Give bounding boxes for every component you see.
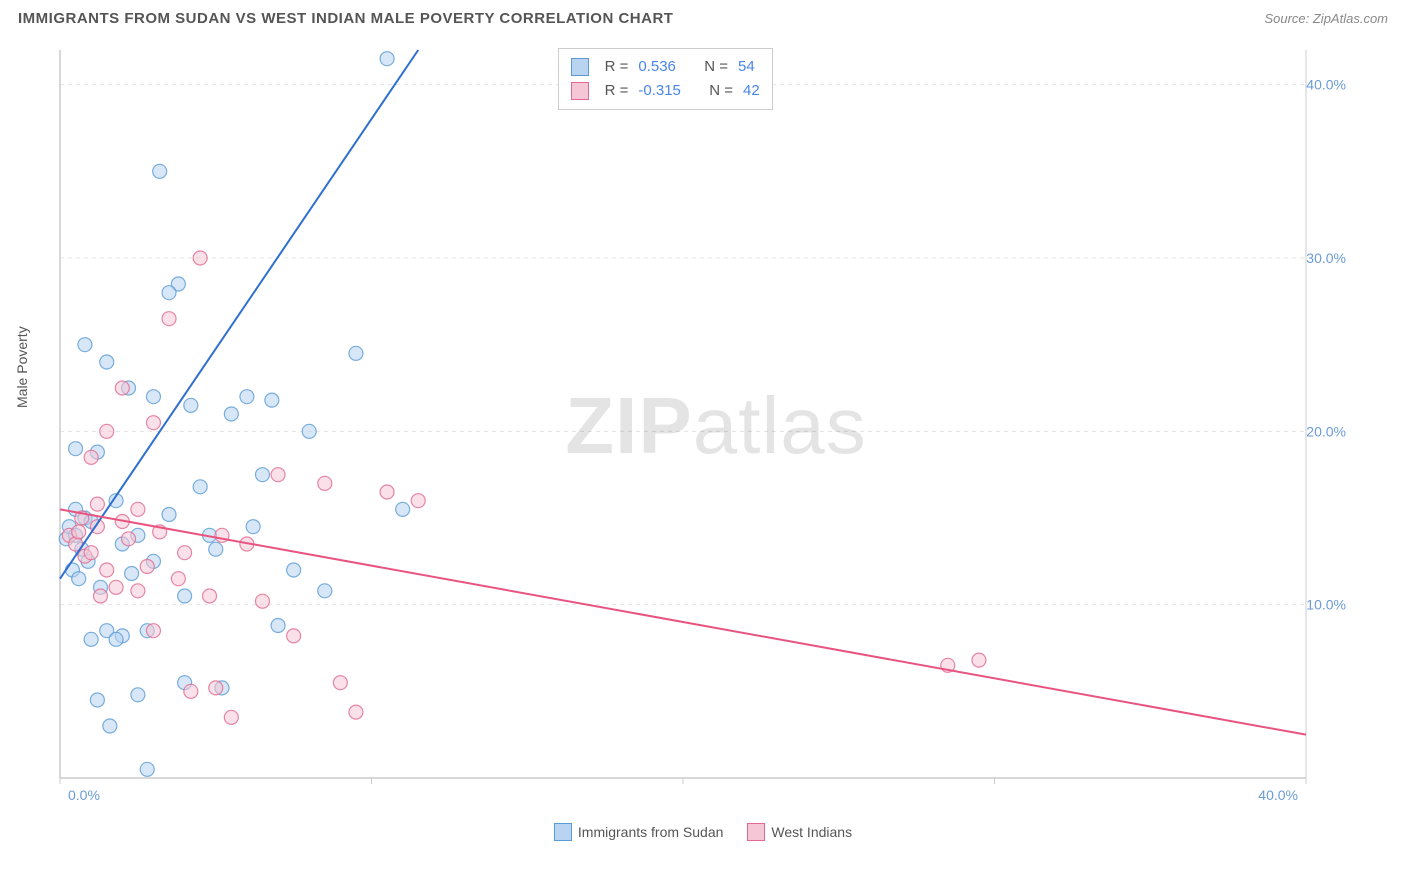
plot-area: 10.0%20.0%30.0%40.0%0.0%40.0% ZIPatlas R… — [56, 46, 1376, 806]
legend-swatch — [571, 82, 589, 100]
svg-text:20.0%: 20.0% — [1306, 423, 1346, 439]
svg-text:40.0%: 40.0% — [1306, 77, 1346, 93]
scatter-chart: 10.0% 20.0% 30.0% 40.0% 0.0% 40.0% — [56, 46, 1376, 806]
legend-label: West Indians — [771, 824, 852, 840]
legend-item: Immigrants from Sudan — [554, 823, 724, 841]
legend: Immigrants from Sudan West Indians — [18, 823, 1388, 844]
legend-item: West Indians — [747, 823, 852, 841]
legend-swatch — [571, 58, 589, 76]
stats-row: R = -0.315 N = 42 — [571, 79, 760, 103]
chart-title: IMMIGRANTS FROM SUDAN VS WEST INDIAN MAL… — [18, 10, 673, 27]
legend-label: Immigrants from Sudan — [578, 824, 724, 840]
svg-text:10.0%: 10.0% — [1306, 597, 1346, 613]
legend-swatch — [554, 823, 572, 841]
correlation-stats-box: R = 0.536 N = 54R = -0.315 N = 42 — [558, 48, 773, 110]
stats-row: R = 0.536 N = 54 — [571, 55, 760, 79]
svg-text:0.0%: 0.0% — [68, 787, 100, 803]
legend-swatch — [747, 823, 765, 841]
svg-text:40.0%: 40.0% — [1258, 787, 1298, 803]
chart-container: Male Poverty 10.0%20.0%30.0%40.0%0.0%40.… — [18, 38, 1388, 848]
source-attribution: Source: ZipAtlas.com — [1264, 11, 1388, 26]
svg-text:30.0%: 30.0% — [1306, 250, 1346, 266]
y-axis-label: Male Poverty — [14, 326, 30, 408]
